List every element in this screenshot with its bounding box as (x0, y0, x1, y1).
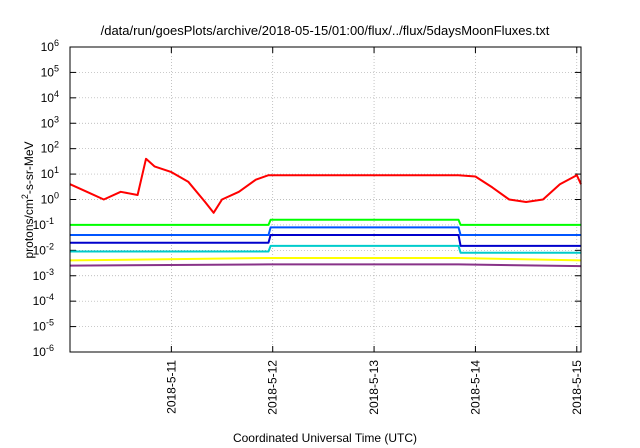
y-tick-label: 102 (41, 140, 59, 156)
y-tick-exp: -2 (46, 241, 54, 251)
y-tick-exp: 5 (54, 63, 59, 73)
y-tick-label: 104 (41, 89, 59, 105)
x-tick-label: 2018-5-12 (266, 360, 280, 415)
y-tick-exp: -3 (46, 267, 54, 277)
y-tick-base: 10 (33, 218, 47, 232)
series-line-4 (70, 234, 581, 247)
x-tick-label: 2018-5-11 (164, 360, 178, 414)
x-tick-label: 2018-5-15 (570, 360, 584, 415)
y-tick-label: 105 (41, 63, 59, 79)
y-tick-label: 101 (41, 165, 59, 181)
y-tick-label: 106 (41, 38, 59, 54)
y-axis-label-pre: protons/cm (22, 199, 36, 258)
y-tick-label: 103 (41, 114, 59, 130)
y-tick-exp: -1 (46, 216, 54, 226)
y-tick-label: 10-5 (33, 318, 54, 334)
y-tick-base: 10 (41, 193, 55, 207)
y-tick-exp: 3 (54, 114, 59, 124)
chart-title: /data/run/goesPlots/archive/2018-05-15/0… (101, 23, 550, 38)
y-tick-base: 10 (33, 320, 47, 334)
y-tick-label: 10-1 (33, 216, 54, 232)
x-tick-label: 2018-5-14 (468, 360, 482, 415)
y-axis-ticks: 10610510410310210110010-110-210-310-410-… (33, 38, 581, 359)
y-tick-base: 10 (33, 345, 47, 359)
series-line-2 (70, 218, 581, 226)
x-tick-label: 2018-5-13 (367, 360, 381, 415)
y-tick-label: 100 (41, 191, 59, 207)
y-tick-base: 10 (41, 142, 55, 156)
y-axis-label: protons/cm2-s-sr-MeV (20, 141, 36, 258)
series-lines (69, 157, 582, 268)
y-tick-exp: -4 (46, 292, 54, 302)
grid (70, 46, 581, 353)
y-tick-base: 10 (33, 243, 47, 257)
y-tick-exp: -5 (46, 318, 54, 328)
y-tick-base: 10 (33, 294, 47, 308)
y-tick-base: 10 (41, 116, 55, 130)
y-tick-label: 10-4 (33, 292, 54, 308)
y-axis-label-post: -s-sr-MeV (22, 141, 36, 194)
y-tick-exp: 4 (54, 89, 59, 99)
y-tick-base: 10 (41, 40, 55, 54)
y-tick-exp: -6 (46, 343, 54, 353)
y-tick-base: 10 (41, 167, 55, 181)
y-tick-label: 10-3 (33, 267, 54, 283)
series-line-5 (70, 244, 581, 254)
series-line-7 (69, 263, 582, 268)
y-tick-label: 10-6 (33, 343, 54, 359)
y-tick-exp: 1 (54, 165, 59, 175)
series-line-6 (69, 257, 582, 262)
x-axis-ticks: 2018-5-11 2018-5-12 2018-5-13 2018-5-14 2018… (164, 47, 584, 415)
y-tick-base: 10 (41, 65, 55, 79)
y-tick-label: 10-2 (33, 241, 54, 257)
y-axis-label-sup: 2 (20, 194, 30, 199)
y-tick-exp: 0 (54, 191, 59, 201)
x-axis-label: Coordinated Universal Time (UTC) (233, 431, 417, 445)
y-tick-exp: 6 (54, 38, 59, 48)
plot-frame (69, 46, 582, 353)
series-line-1 (69, 157, 582, 214)
y-tick-base: 10 (41, 91, 55, 105)
series-line-3 (70, 226, 581, 236)
y-tick-exp: 2 (54, 140, 59, 150)
y-tick-base: 10 (33, 269, 47, 283)
